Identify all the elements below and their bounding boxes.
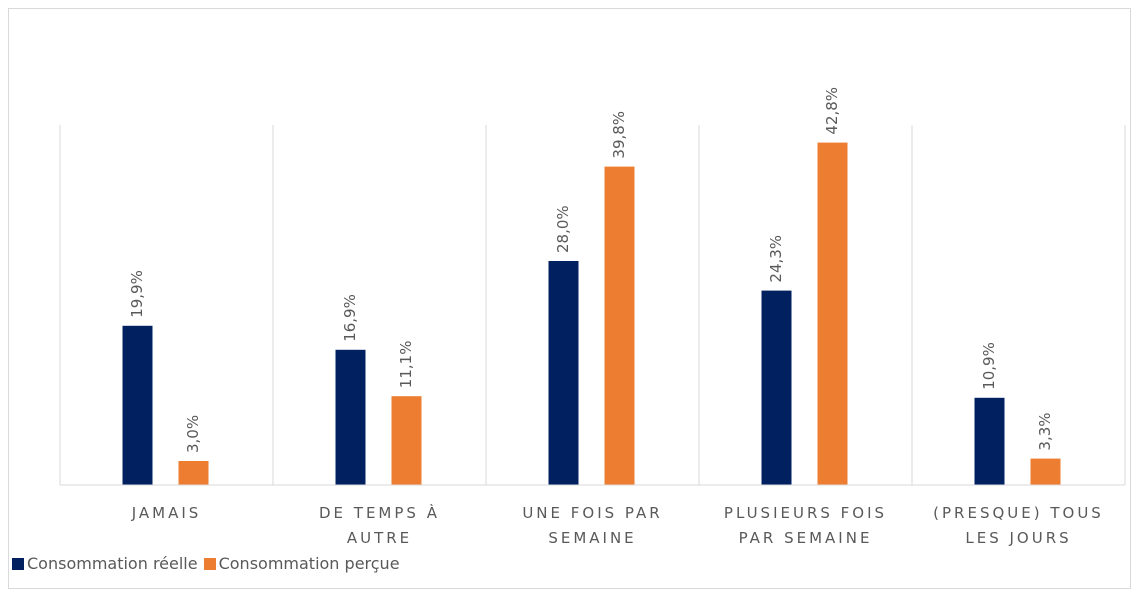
bar (391, 396, 422, 485)
bar (604, 166, 635, 485)
chart-border (8, 8, 1131, 589)
bar (178, 461, 209, 485)
x-tick-label: UNE FOIS PAR SEMAINE (522, 504, 663, 547)
data-label: 3,3% (1036, 412, 1054, 450)
bar (548, 261, 579, 485)
legend-item: Consommation réelle (12, 554, 198, 573)
x-tick-label: JAMAIS (131, 504, 202, 522)
x-tick-label: DE TEMPS À AUTRE (319, 504, 440, 547)
data-label: 24,3% (767, 235, 785, 283)
data-label: 3,0% (184, 415, 202, 453)
legend-swatch (203, 557, 216, 570)
bar (335, 349, 366, 485)
data-label: 42,8% (823, 87, 841, 135)
bar (817, 142, 848, 485)
legend-label: Consommation réelle (27, 554, 198, 573)
legend-swatch (12, 557, 24, 570)
data-label: 10,9% (980, 342, 998, 390)
data-label: 19,9% (128, 270, 146, 318)
data-label: 11,1% (397, 341, 415, 389)
data-label: 28,0% (554, 205, 572, 253)
data-label: 39,8% (610, 111, 628, 159)
legend: Consommation réelle Consommation perçue (12, 554, 400, 573)
bar (1030, 458, 1061, 485)
data-label: 16,9% (341, 294, 359, 342)
legend-label: Consommation perçue (218, 554, 400, 573)
x-tick-label: (PRESQUE) TOUS LES JOURS (933, 504, 1104, 547)
bar (122, 325, 153, 485)
bar (761, 290, 792, 485)
x-tick-label: PLUSIEURS FOIS PAR SEMAINE (723, 504, 888, 547)
bar (974, 397, 1005, 485)
legend-item: Consommation perçue (203, 554, 400, 573)
